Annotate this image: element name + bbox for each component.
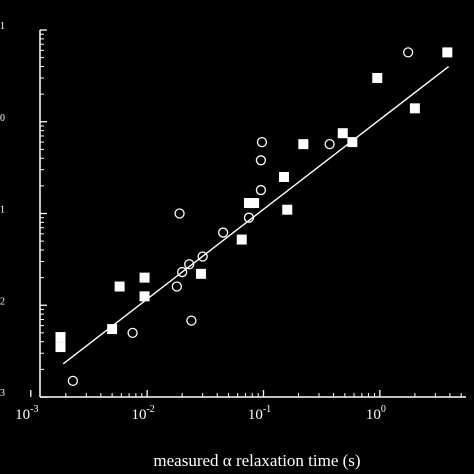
square-point	[337, 128, 348, 139]
y-tick-label: 01	[0, 21, 5, 40]
circle-point	[174, 208, 185, 219]
y-tick-label: 0-3	[0, 388, 5, 407]
square-point	[347, 137, 358, 148]
square-point	[442, 47, 453, 58]
fit-line	[62, 65, 450, 365]
circle-point	[217, 227, 229, 238]
square-point	[409, 103, 420, 114]
square-point	[249, 198, 260, 209]
square-point	[139, 291, 150, 302]
square-point	[278, 171, 289, 182]
tick-labels: 10-3 10-2 10-1 100 0-3 0-2 0-1 00 01	[0, 21, 386, 423]
x-axis-label: measured α relaxation time (s)	[153, 451, 360, 470]
circle-point	[171, 281, 182, 292]
square-point	[55, 332, 66, 343]
y-tick-label: 0-1	[0, 205, 5, 224]
axes	[30, 29, 466, 398]
square-point	[139, 272, 150, 283]
circle-point	[197, 251, 208, 262]
circle-point	[243, 212, 255, 223]
x-tick-label: 10-3	[15, 404, 38, 423]
square-point	[114, 281, 125, 292]
circle-point	[177, 266, 188, 278]
square-point	[243, 198, 254, 209]
circle-point	[186, 315, 197, 326]
square-point	[282, 204, 293, 215]
x-tick-label: 10-1	[248, 404, 271, 423]
y-tick-label: 0-2	[0, 296, 5, 315]
circle-point	[127, 327, 138, 339]
circle-point	[255, 184, 267, 196]
square-point	[195, 268, 206, 279]
square-point	[236, 234, 247, 245]
circle-point	[402, 47, 414, 58]
square-point	[298, 139, 309, 150]
data-points	[55, 47, 453, 386]
y-tick-label: 00	[0, 113, 5, 132]
circle-point	[256, 136, 268, 148]
square-point	[55, 342, 66, 353]
fit-line-group	[62, 65, 450, 365]
square-point	[372, 72, 383, 83]
circle-point	[324, 138, 335, 150]
circle-point	[184, 259, 195, 270]
circle-point	[255, 155, 267, 166]
x-tick-label: 10-2	[131, 404, 154, 423]
x-tick-label: 100	[366, 404, 386, 423]
square-point	[107, 324, 118, 335]
circle-point	[67, 375, 79, 386]
